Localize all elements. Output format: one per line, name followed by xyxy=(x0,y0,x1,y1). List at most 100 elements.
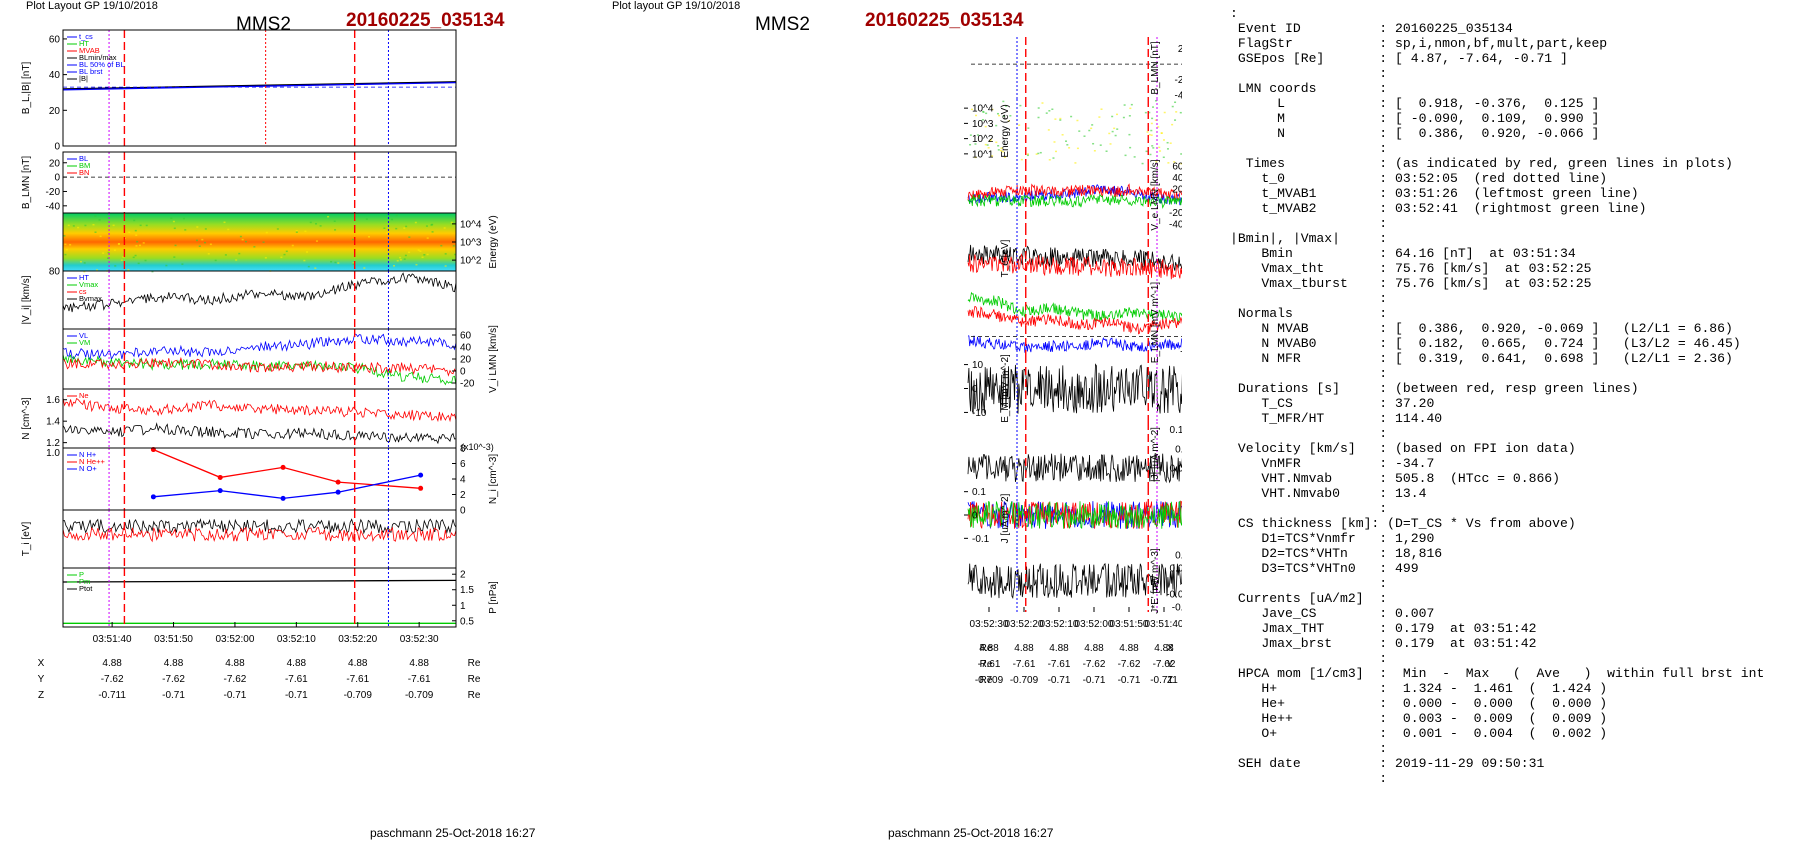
footer-credit: paschmann 25-Oct-2018 16:27 xyxy=(370,826,536,840)
spectrogram-speckle xyxy=(94,231,97,233)
scale-note: (x10^-3) xyxy=(461,442,494,452)
position-value: 4.88 xyxy=(287,658,307,669)
spectrogram-speckle xyxy=(238,252,241,255)
spectrogram-speckle xyxy=(1167,162,1170,164)
series-point xyxy=(150,494,156,500)
x-tick-label: 03:51:50 xyxy=(154,634,193,645)
spectrogram-speckle xyxy=(1150,134,1153,136)
position-row-label: Y xyxy=(38,674,45,685)
spectrogram-speckle xyxy=(83,270,86,273)
plot-header: Plot layout GP 19/10/2018 xyxy=(612,0,741,12)
y-tick-label-right: 10^1 xyxy=(972,149,994,160)
y-tick-label: -20 xyxy=(46,187,61,198)
legend-entry: VM xyxy=(79,338,90,347)
spectrogram-speckle xyxy=(1113,127,1116,130)
y-tick-label: -200 xyxy=(1169,208,1182,219)
spectrogram-speckle xyxy=(145,224,148,227)
y-tick-label-right: 2 xyxy=(460,570,466,581)
y-tick-label: 0.1 xyxy=(1175,444,1182,455)
position-value: 4.88 xyxy=(164,658,184,669)
series-line-Ni xyxy=(62,422,457,445)
info-line: Velocity [km/s] : (based on FPI ion data… xyxy=(1230,441,1576,456)
info-line: Jave_CS : 0.007 xyxy=(1230,606,1435,621)
spectrogram-speckle xyxy=(319,225,322,227)
spectrogram-speckle xyxy=(265,231,268,234)
y-tick-label: 1.6 xyxy=(46,395,60,406)
spectrogram-speckle xyxy=(1027,127,1030,129)
y-tick-label: 200 xyxy=(1172,185,1182,196)
spectrogram-speckle xyxy=(63,235,66,237)
plot-header: Plot Layout GP 19/10/2018 xyxy=(26,0,158,12)
spectrogram-speckle xyxy=(1000,147,1003,149)
info-line: : xyxy=(1230,576,1388,591)
spectrogram-speckle xyxy=(262,241,265,243)
panel-frame xyxy=(62,447,457,511)
spectrogram-speckle xyxy=(999,149,1002,152)
y-tick-label: -40 xyxy=(46,201,61,212)
spectrogram-speckle xyxy=(1163,111,1166,114)
spectrogram-speckle xyxy=(144,259,147,262)
spectrogram-speckle xyxy=(976,134,979,136)
spectrogram-speckle xyxy=(1078,130,1081,132)
spectrogram-speckle xyxy=(431,231,434,233)
y-tick-label-right: 0 xyxy=(972,384,978,395)
legend-entry: BL xyxy=(79,154,88,163)
info-line: CS thickness [km]: (D=T_CS * Vs from abo… xyxy=(1230,516,1576,531)
spectrogram-speckle xyxy=(431,223,434,226)
info-line: D3=TCS*VHTn0 : 499 xyxy=(1230,561,1419,576)
y-tick-label: -0.05 xyxy=(1166,589,1182,600)
y-tick-label-right: 0.1 xyxy=(972,487,986,498)
spectrogram-speckle xyxy=(244,240,247,243)
spectrogram-speckle xyxy=(204,241,207,244)
y-tick-label: -400 xyxy=(1169,220,1182,231)
position-table: X4.884.884.884.884.884.88ReY-7.62-7.62-7… xyxy=(975,643,1178,686)
position-value: -7.61 xyxy=(346,674,369,685)
info-line: Jmax_THT : 0.179 at 03:51:42 xyxy=(1230,621,1537,636)
info-line: : xyxy=(1230,501,1388,516)
y-tick-label: 0.05 xyxy=(1170,463,1182,474)
info-line: N MVAB : [ 0.386, 0.920, -0.069 ] (L2/L1… xyxy=(1230,321,1733,336)
spectrogram-speckle xyxy=(1162,139,1165,141)
spectrogram-speckle xyxy=(1171,123,1174,126)
spectrogram-speckle xyxy=(386,232,389,234)
y-tick-label-right: 0.5 xyxy=(460,616,474,627)
footer-credit: paschmann 25-Oct-2018 16:27 xyxy=(888,826,1054,840)
series-line-EM xyxy=(967,291,1182,323)
info-line: : xyxy=(1230,291,1388,306)
info-line: H+ : 1.324 - 1.461 ( 1.424 ) xyxy=(1230,681,1608,696)
info-line: t_MVAB1 : 03:51:26 (leftmost green line) xyxy=(1230,186,1639,201)
y-tick-label: 1.2 xyxy=(46,438,60,449)
series-point xyxy=(280,464,286,470)
spectrogram-speckle xyxy=(1054,150,1057,153)
info-line: M : [ -0.090, 0.109, 0.990 ] xyxy=(1230,111,1600,126)
series-point xyxy=(418,472,424,478)
spectrogram-speckle xyxy=(1090,127,1093,130)
panel-j_mag: 0.150.10.05|J| [uA m^-2]|J| xyxy=(967,422,1182,487)
y-tick-label-right: 1 xyxy=(460,601,466,612)
y-axis-label-right: T_e [eV] xyxy=(1000,239,1011,277)
spectrogram-speckle xyxy=(995,124,998,127)
spectrogram-speckle xyxy=(987,147,990,149)
y-tick-label: -0.1 xyxy=(1172,602,1182,613)
spectrogram-speckle xyxy=(1141,162,1144,165)
y-axis-label: B_LMN [nT] xyxy=(1150,41,1161,95)
spectrogram-speckle xyxy=(1154,100,1157,102)
spectrogram-speckle xyxy=(214,259,217,262)
y-axis-label: E_LMN [mV m^-1] xyxy=(1150,282,1161,364)
position-value: 4.88 xyxy=(1119,643,1139,654)
info-line: Bmin : 64.16 [nT] at 03:51:34 xyxy=(1230,246,1576,261)
spectrogram-speckle xyxy=(174,244,177,247)
series-point xyxy=(217,488,223,494)
y-tick-label-right: 1.5 xyxy=(460,585,474,596)
spectrogram-speckle xyxy=(405,225,408,228)
x-tick-label: 03:52:00 xyxy=(215,634,254,645)
position-value: -7.61 xyxy=(285,674,308,685)
spectrogram-speckle xyxy=(417,249,420,251)
spectrogram-speckle xyxy=(137,262,140,265)
spectrogram-speckle xyxy=(1099,144,1102,146)
position-value: 4.88 xyxy=(225,658,245,669)
spectrogram-speckle xyxy=(1124,154,1127,157)
position-value: -0.711 xyxy=(1150,675,1178,686)
y-tick-label: 80 xyxy=(49,267,61,278)
